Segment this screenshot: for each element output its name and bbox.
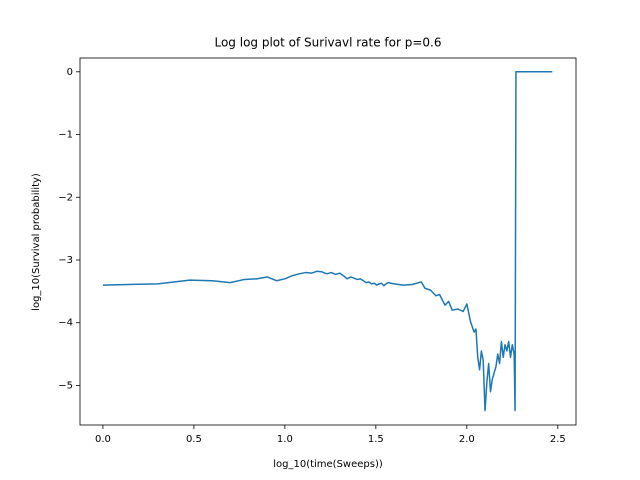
y-tick-label: −5 (58, 380, 73, 391)
y-tick-label: −1 (58, 130, 73, 141)
x-tick-label: 0.0 (95, 434, 111, 445)
chart-title: Log log plot of Surivavl rate for p=0.6 (214, 36, 441, 50)
data-line (102, 71, 553, 412)
plot-frame (79, 57, 577, 426)
y-axis-label: log_10(Survival probability) (31, 173, 42, 311)
x-tick-label: 2.5 (550, 434, 566, 445)
x-axis-label: log_10(time(Sweeps)) (273, 459, 383, 470)
x-tick-label: 0.5 (186, 434, 202, 445)
y-tick-label: −4 (58, 318, 73, 329)
x-tick-label: 1.0 (277, 434, 293, 445)
y-tick-label: −2 (58, 192, 73, 203)
x-tick-label: 1.5 (368, 434, 384, 445)
x-tick-label: 2.0 (459, 434, 475, 445)
y-tick-label: −3 (58, 255, 73, 266)
y-tick-label: 0 (67, 67, 73, 78)
